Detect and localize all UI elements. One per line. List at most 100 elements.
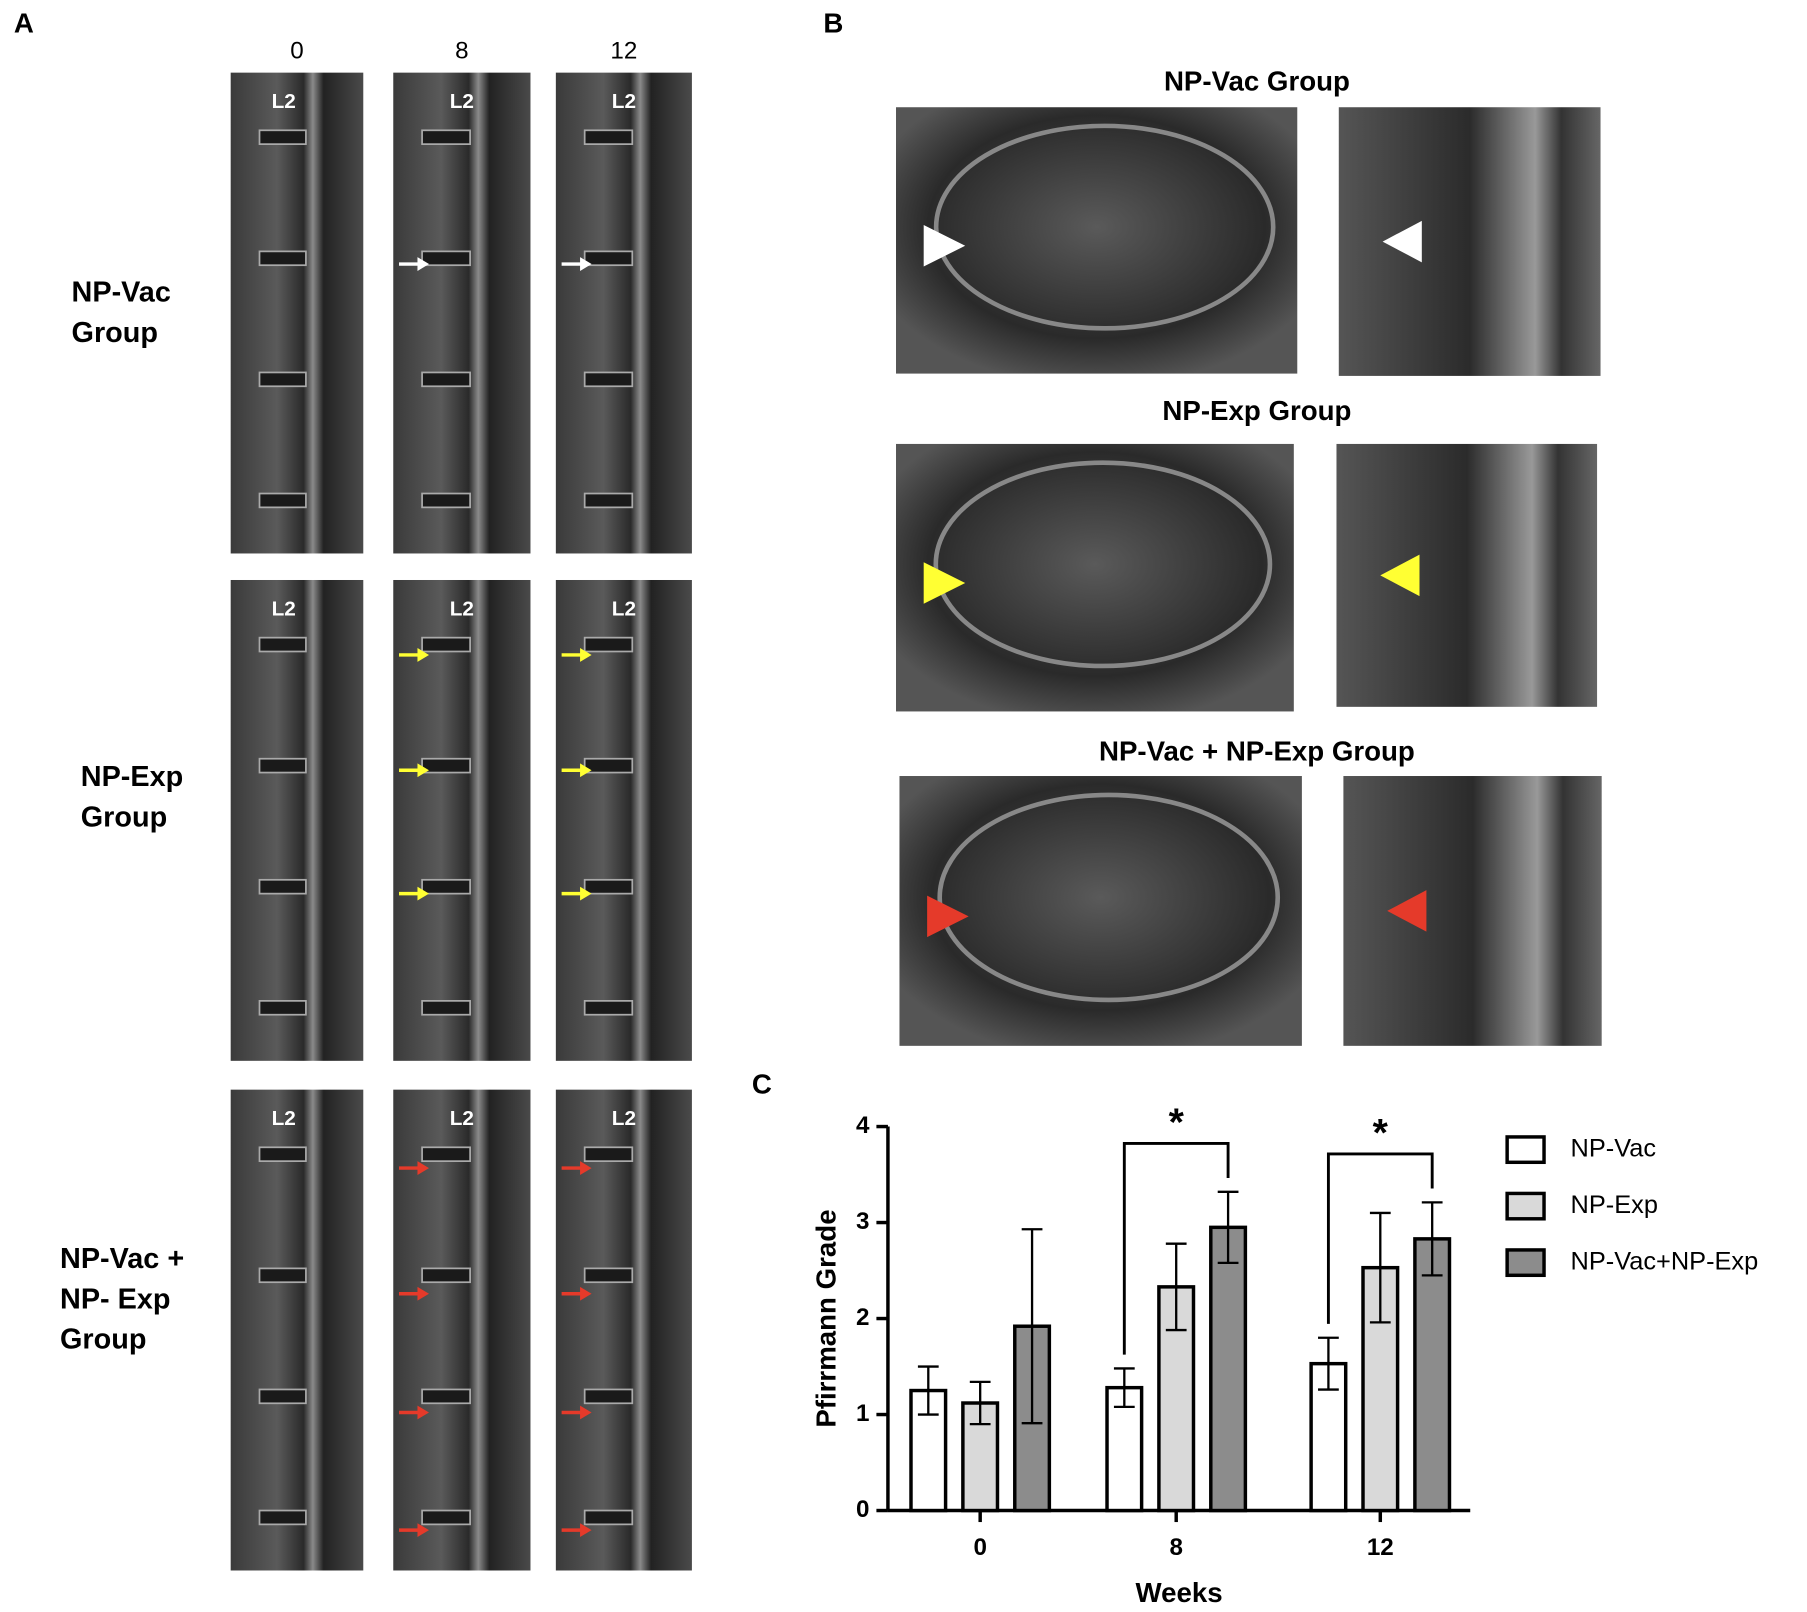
legend-label: NP-Vac+NP-Exp <box>1571 1247 1759 1275</box>
arrow-head <box>580 1523 592 1538</box>
disc <box>258 1388 307 1405</box>
significance-bracket <box>1122 1141 1230 1355</box>
disc <box>583 371 634 388</box>
disc <box>258 129 307 145</box>
column-label: 8 <box>455 37 468 64</box>
disc <box>421 1388 471 1405</box>
disc <box>583 636 634 653</box>
disc <box>583 878 634 895</box>
legend-swatch <box>1505 1191 1546 1221</box>
y-tick-label: 2 <box>856 1304 869 1331</box>
arrow-head <box>417 1523 430 1538</box>
x-tick-label: 12 <box>1367 1534 1394 1561</box>
disc <box>258 1146 307 1163</box>
row-label: NP-Vac + <box>60 1243 184 1275</box>
row-label: Group <box>81 801 167 833</box>
x-axis-label: Weeks <box>1136 1577 1223 1608</box>
row-label: Group <box>60 1324 146 1356</box>
marker <box>927 895 969 938</box>
disc <box>421 757 471 774</box>
disc <box>258 492 307 509</box>
marker <box>1382 220 1422 263</box>
disc <box>421 1509 471 1526</box>
y-tick-label: 0 <box>856 1496 869 1523</box>
row-label: NP-Vac <box>72 277 171 309</box>
row-label: NP-Exp <box>81 761 183 793</box>
legend-swatch <box>1505 1248 1546 1278</box>
marker <box>1387 890 1427 932</box>
disc <box>421 250 471 267</box>
arrow-head <box>417 257 430 271</box>
arrow-head <box>580 886 592 901</box>
disc-axial <box>933 460 1273 669</box>
disc <box>583 1267 634 1284</box>
x-tick-label: 8 <box>1169 1534 1182 1561</box>
disc <box>258 1267 307 1284</box>
level-label: L2 <box>450 1107 474 1130</box>
disc <box>421 129 471 145</box>
panel-label: C <box>752 1069 772 1100</box>
sagittal-image <box>1336 443 1598 707</box>
disc <box>583 1000 634 1016</box>
legend-swatch <box>1505 1135 1546 1165</box>
disc <box>258 371 307 388</box>
arrow-head <box>580 648 592 662</box>
mri-image <box>393 72 531 554</box>
mri-image <box>555 579 692 1061</box>
significance-label: * <box>1169 1101 1185 1144</box>
disc <box>421 492 471 509</box>
y-tick-label: 4 <box>856 1112 870 1139</box>
arrow-head <box>580 1286 592 1301</box>
disc <box>421 371 471 388</box>
marker <box>923 224 966 267</box>
arrow-head <box>580 1161 592 1175</box>
arrow-head <box>417 1405 430 1420</box>
disc <box>258 757 307 774</box>
row-label: NP- Exp <box>60 1283 170 1315</box>
disc <box>583 1509 634 1526</box>
bar <box>1413 1237 1452 1513</box>
significance-bracket <box>1326 1152 1434 1324</box>
level-label: L2 <box>612 90 636 113</box>
y-tick-label: 1 <box>856 1400 869 1427</box>
arrow-head <box>417 763 430 778</box>
disc-axial <box>937 792 1281 1003</box>
level-label: L2 <box>272 90 296 113</box>
marker <box>1380 554 1420 597</box>
panel-label: B <box>823 8 843 39</box>
axial-image <box>896 443 1294 712</box>
arrow-head <box>417 886 430 901</box>
arrow-head <box>580 763 592 778</box>
axial-image <box>896 107 1298 374</box>
legend-label: NP-Exp <box>1571 1191 1658 1219</box>
mri-image <box>230 579 364 1061</box>
disc <box>583 492 634 509</box>
disc <box>583 1146 634 1163</box>
bar <box>1209 1225 1248 1513</box>
disc <box>258 1509 307 1526</box>
sagittal-image <box>1338 107 1601 376</box>
mri-image <box>555 72 692 554</box>
image-title: NP-Vac + NP-Exp Group <box>1099 735 1415 766</box>
disc <box>258 636 307 653</box>
sagittal-image <box>1343 776 1602 1046</box>
y-axis-label: Pfirrmann Grade <box>810 1209 841 1427</box>
disc-axial <box>933 123 1276 331</box>
panel-label: A <box>14 8 34 39</box>
level-label: L2 <box>272 597 296 620</box>
disc <box>421 1267 471 1284</box>
mri-image <box>230 72 364 554</box>
arrow-head <box>580 1405 592 1420</box>
level-label: L2 <box>450 90 474 113</box>
column-label: 0 <box>290 37 303 64</box>
disc <box>258 250 307 267</box>
disc <box>421 1146 471 1163</box>
y-tick-label: 3 <box>856 1208 869 1235</box>
mri-image <box>393 579 531 1061</box>
x-tick-label: 0 <box>973 1534 986 1561</box>
disc <box>421 636 471 653</box>
axial-image <box>899 776 1302 1046</box>
disc <box>258 1000 307 1016</box>
